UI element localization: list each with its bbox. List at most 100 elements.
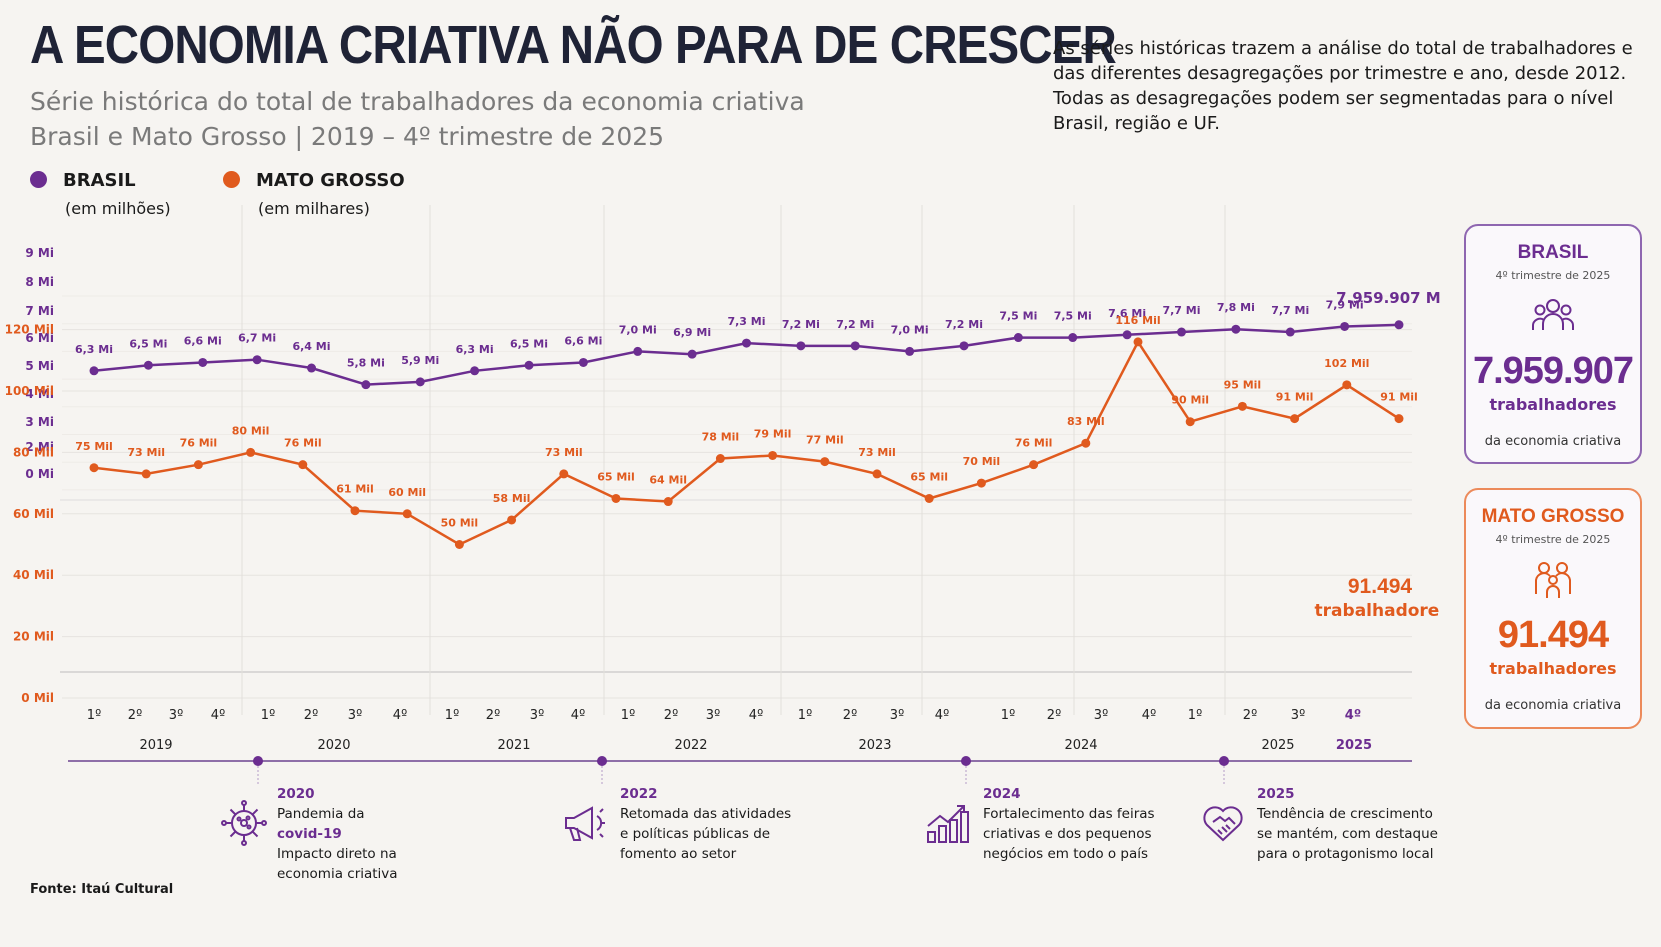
y-tick-label-mato-grosso: 60 Mil	[13, 507, 54, 521]
legend-name-brasil: BRASIL	[63, 170, 136, 191]
data-point-brasil	[143, 360, 153, 370]
data-label-brasil: 7,8 Mi	[1217, 301, 1255, 314]
data-point-mato-grosso	[1081, 438, 1091, 448]
data-label-mato-grosso: 73 Mil	[858, 446, 896, 459]
data-label-mato-grosso: 58 Mil	[493, 492, 531, 505]
data-label-mato-grosso: 116 Mil	[1115, 314, 1160, 327]
data-label-mato-grosso: 91 Mil	[1380, 391, 1418, 404]
timeline-marker	[961, 756, 971, 766]
data-label-brasil: 5,9 Mi	[401, 354, 439, 367]
data-label-brasil: 7,9 Mi	[1326, 298, 1364, 311]
data-label-brasil: 7,0 Mi	[619, 323, 657, 336]
y-tick-label-brasil: 8 Mi	[25, 275, 54, 289]
data-point-brasil	[89, 366, 99, 376]
data-label-mato-grosso: 80 Mil	[232, 424, 270, 437]
data-point-brasil	[1068, 333, 1078, 343]
data-point-brasil	[415, 377, 425, 387]
data-point-brasil	[850, 341, 860, 351]
data-point-brasil	[959, 341, 969, 351]
data-point-brasil	[742, 338, 751, 348]
event-line: Pandemia da	[277, 806, 365, 822]
data-label-brasil: 6,3 Mi	[456, 343, 494, 356]
legend-dot-mato-grosso	[223, 171, 240, 188]
data-label-brasil: 7.959.907 Mi	[1336, 289, 1440, 307]
page-subtitle: Série histórica do total de trabalhadore…	[30, 84, 805, 154]
event-line: Impacto direto na	[277, 846, 397, 862]
data-label-brasil: 7,0 Mi	[891, 323, 929, 336]
data-label-brasil: 6,9 Mi	[673, 326, 711, 339]
line-chart: 9 Mi 8 Mi 7 Mi 6 Mi 5 Mi 4 Mi 3 Mi 2 Mi 0 Mi 120 …	[5, 205, 1440, 785]
data-label-mato-grosso: 90 Mil	[1171, 394, 1209, 407]
data-label-brasil: 7,2 Mi	[836, 318, 874, 331]
data-point-brasil	[687, 349, 697, 359]
quarter-label: 3º	[169, 708, 183, 723]
card-mt-number: 91.494	[1497, 614, 1609, 656]
y-tick-label-brasil: 7 Mi	[25, 304, 54, 318]
y-tick-label-brasil: 4 Mi	[25, 387, 54, 401]
data-point-mato-grosso	[454, 540, 464, 549]
event-line: se mantém, com destaque	[1257, 826, 1438, 842]
quarter-label: 3º	[348, 708, 362, 723]
event-2024: 2024 Fortalecimento das feiras criativas…	[983, 784, 1155, 864]
data-label-mato-grosso: 78 Mil	[702, 431, 740, 444]
data-point-brasil	[1122, 330, 1132, 340]
subtitle-line-2: Brasil e Mato Grosso | 2019 – 4º trimest…	[30, 122, 665, 151]
data-point-mato-grosso	[872, 469, 882, 479]
data-point-brasil	[198, 357, 208, 367]
y-tick-label-brasil: 6 Mi	[25, 331, 54, 345]
card-mt-title: MATO GROSSO	[1481, 506, 1625, 527]
series-line-brasil	[93, 323, 1400, 386]
card-brasil-title: BRASIL	[1517, 242, 1589, 263]
data-point-brasil	[1285, 327, 1295, 337]
data-label-brasil: 5,8 Mi	[347, 357, 385, 370]
subtitle-line-1: Série histórica do total de trabalhadore…	[30, 87, 805, 116]
y-tick-label-mato-grosso: 80 Mil	[13, 445, 54, 459]
data-label-brasil: 6,4 Mi	[292, 340, 330, 353]
quarter-label: 2º	[128, 708, 142, 723]
year-label: 2025	[1261, 738, 1294, 753]
quarter-label: 2º	[843, 708, 857, 723]
year-label: 2025	[1336, 738, 1372, 753]
data-label-brasil: 7,7 Mi	[1271, 304, 1309, 317]
y-tick-label-brasil: 5 Mi	[25, 359, 54, 373]
data-label-mato-grosso: 61 Mil	[336, 483, 374, 496]
y-tick-label-mato-grosso: 100 Mil	[5, 384, 54, 398]
quarter-label: 4º	[1142, 708, 1156, 723]
data-point-brasil	[1177, 327, 1186, 337]
data-label-brasil: 6,5 Mi	[510, 337, 548, 350]
mato-grosso-end-value: 91.494	[1348, 575, 1413, 598]
data-point-mato-grosso	[768, 450, 778, 460]
card-brasil-word: trabalhadores	[1489, 395, 1617, 414]
quarter-label: 2º	[1243, 708, 1257, 723]
data-label-mato-grosso: 95 Mil	[1224, 378, 1262, 391]
event-2020: 2020 Pandemia da covid-19 Impacto direto…	[277, 784, 398, 884]
quarter-label: 3º	[1291, 708, 1305, 723]
data-label-mato-grosso: 65 Mil	[597, 470, 635, 483]
quarter-label: 3º	[1094, 708, 1108, 723]
year-label: 2024	[1064, 738, 1097, 753]
data-point-brasil	[524, 360, 534, 370]
data-point-brasil	[470, 366, 480, 376]
y-tick-label-mato-grosso: 120 Mil	[5, 323, 54, 337]
quarter-label: 1º	[621, 708, 635, 723]
quarter-label: 1º	[798, 708, 812, 723]
quarter-label: 4º	[571, 708, 585, 723]
data-label-mato-grosso: 64 Mil	[649, 474, 687, 487]
event-line: Fortalecimento das feiras	[983, 806, 1155, 822]
data-point-mato-grosso	[402, 509, 412, 519]
y-tick-label-mato-grosso: 20 Mil	[13, 630, 54, 644]
event-2022: 2022 Retomada das atividades e políticas…	[620, 784, 791, 864]
data-label-mato-grosso: 79 Mil	[754, 427, 792, 440]
y-tick-label-mato-grosso: 0 Mil	[21, 691, 54, 705]
event-line: criativas e dos pequenos	[983, 826, 1152, 842]
quarter-label: 1º	[1001, 708, 1015, 723]
data-point-brasil	[1340, 321, 1350, 331]
y-tick-label-mato-grosso: 40 Mil	[13, 568, 54, 582]
data-label-mato-grosso: 91 Mil	[1276, 391, 1314, 404]
data-point-mato-grosso	[89, 463, 99, 473]
quarter-label: 4º	[211, 708, 225, 723]
data-point-brasil	[633, 346, 643, 356]
data-point-mato-grosso	[350, 506, 360, 516]
data-label-mato-grosso: 73 Mil	[545, 446, 583, 459]
data-point-mato-grosso	[1029, 460, 1039, 470]
